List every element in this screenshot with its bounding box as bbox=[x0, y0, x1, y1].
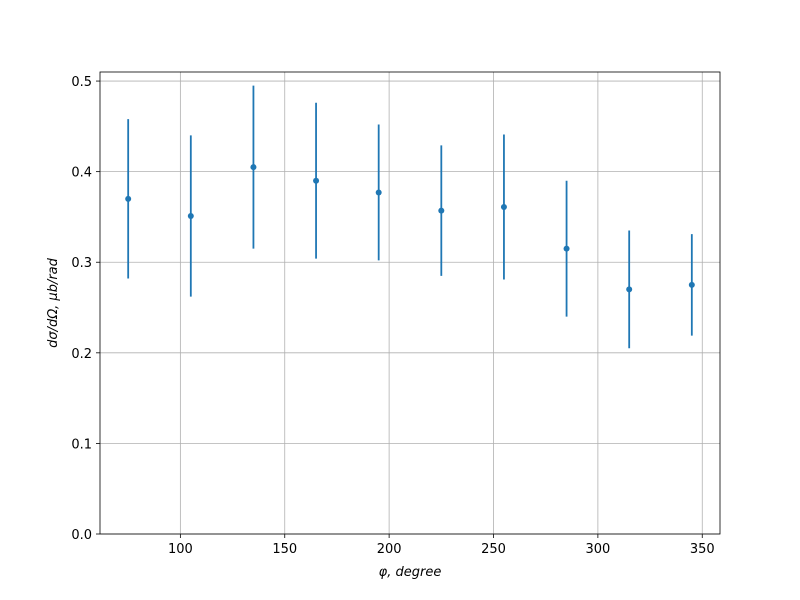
data-point bbox=[187, 213, 194, 220]
plot-frame bbox=[99, 71, 721, 535]
data-point bbox=[626, 286, 633, 293]
y-tick-label: 0.4 bbox=[71, 166, 92, 181]
x-tick-label: 350 bbox=[690, 542, 715, 557]
data-point bbox=[438, 207, 445, 214]
data-point bbox=[250, 164, 257, 171]
y-tick-label: 0.0 bbox=[71, 528, 92, 543]
y-tick-label: 0.1 bbox=[71, 437, 92, 452]
x-tick-label: 250 bbox=[481, 542, 506, 557]
x-tick-label: 100 bbox=[168, 542, 193, 557]
x-axis-label: φ, degree bbox=[379, 565, 442, 580]
x-tick-label: 300 bbox=[585, 542, 610, 557]
x-tick-label: 200 bbox=[377, 542, 402, 557]
data-point bbox=[563, 245, 570, 252]
data-point bbox=[688, 281, 695, 288]
x-tick-label: 150 bbox=[272, 542, 297, 557]
data-point bbox=[125, 195, 132, 202]
data-point bbox=[313, 177, 320, 184]
y-tick-label: 0.3 bbox=[71, 256, 92, 271]
data-point bbox=[375, 189, 382, 196]
y-axis-label: dσ/dΩ, μb/rad bbox=[46, 257, 61, 348]
y-tick-label: 0.5 bbox=[71, 75, 92, 90]
data-point bbox=[500, 203, 507, 210]
y-tick-label: 0.2 bbox=[71, 347, 92, 362]
